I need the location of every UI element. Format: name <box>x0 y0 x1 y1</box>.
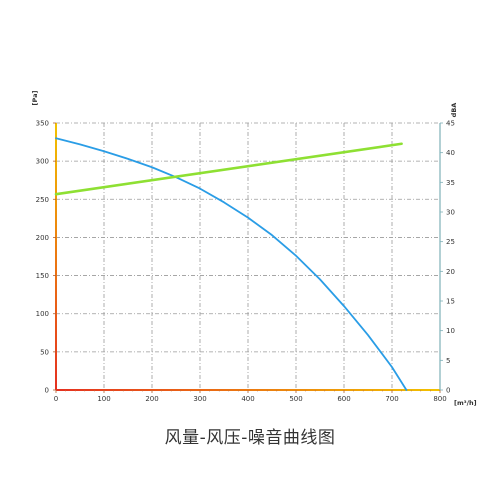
x-tick-label: 600 <box>337 395 350 403</box>
chart-caption: 风量-风压-噪音曲线图 <box>164 428 336 448</box>
tick-labels: 0 100 200 300 400 500 600 700 800050100150200250… <box>36 120 455 404</box>
y-right-tick-label: 30 <box>446 209 455 217</box>
series-lines <box>54 137 408 391</box>
x-tick-label: 500 <box>289 395 302 403</box>
y-left-axis-line <box>55 123 57 390</box>
y-right-tick-label: 20 <box>446 268 455 276</box>
y-left-axis-label: [Pa] <box>31 91 39 106</box>
x-tick-label: 700 <box>385 395 398 403</box>
y-left-tick-label: 350 <box>36 120 49 128</box>
y-left-tick-label: 100 <box>36 310 49 318</box>
y-right-tick-label: 5 <box>446 357 450 365</box>
grid-lines <box>56 122 440 390</box>
y-right-tick-label: 15 <box>446 298 455 306</box>
axes <box>53 122 443 393</box>
y-right-tick-label: 40 <box>446 149 455 157</box>
x-tick-label: 100 <box>97 395 110 403</box>
y-left-tick-label: 300 <box>36 158 49 166</box>
y-right-tick-label: 10 <box>446 327 455 335</box>
pressure-curve-line <box>55 137 408 391</box>
y-right-tick-label: 35 <box>446 179 455 187</box>
y-right-axis-label: dBA <box>450 103 458 118</box>
y-right-tick-label: 25 <box>446 238 455 246</box>
noise-curve-line <box>54 142 403 196</box>
y-left-tick-label: 50 <box>40 348 49 356</box>
x-tick-label: 800 <box>433 395 446 403</box>
x-tick-label: 400 <box>241 395 254 403</box>
y-left-tick-label: 250 <box>36 196 49 204</box>
x-tick-label: 0 <box>54 395 58 403</box>
y-right-tick-label: 45 <box>446 120 455 128</box>
y-right-tick-label: 0 <box>446 387 450 395</box>
y-left-tick-label: 0 <box>45 387 49 395</box>
x-axis-label: [m³/h] <box>454 399 477 407</box>
x-tick-label: 200 <box>145 395 158 403</box>
y-left-tick-label: 200 <box>36 234 49 242</box>
y-left-tick-label: 150 <box>36 272 49 280</box>
x-tick-label: 300 <box>193 395 206 403</box>
